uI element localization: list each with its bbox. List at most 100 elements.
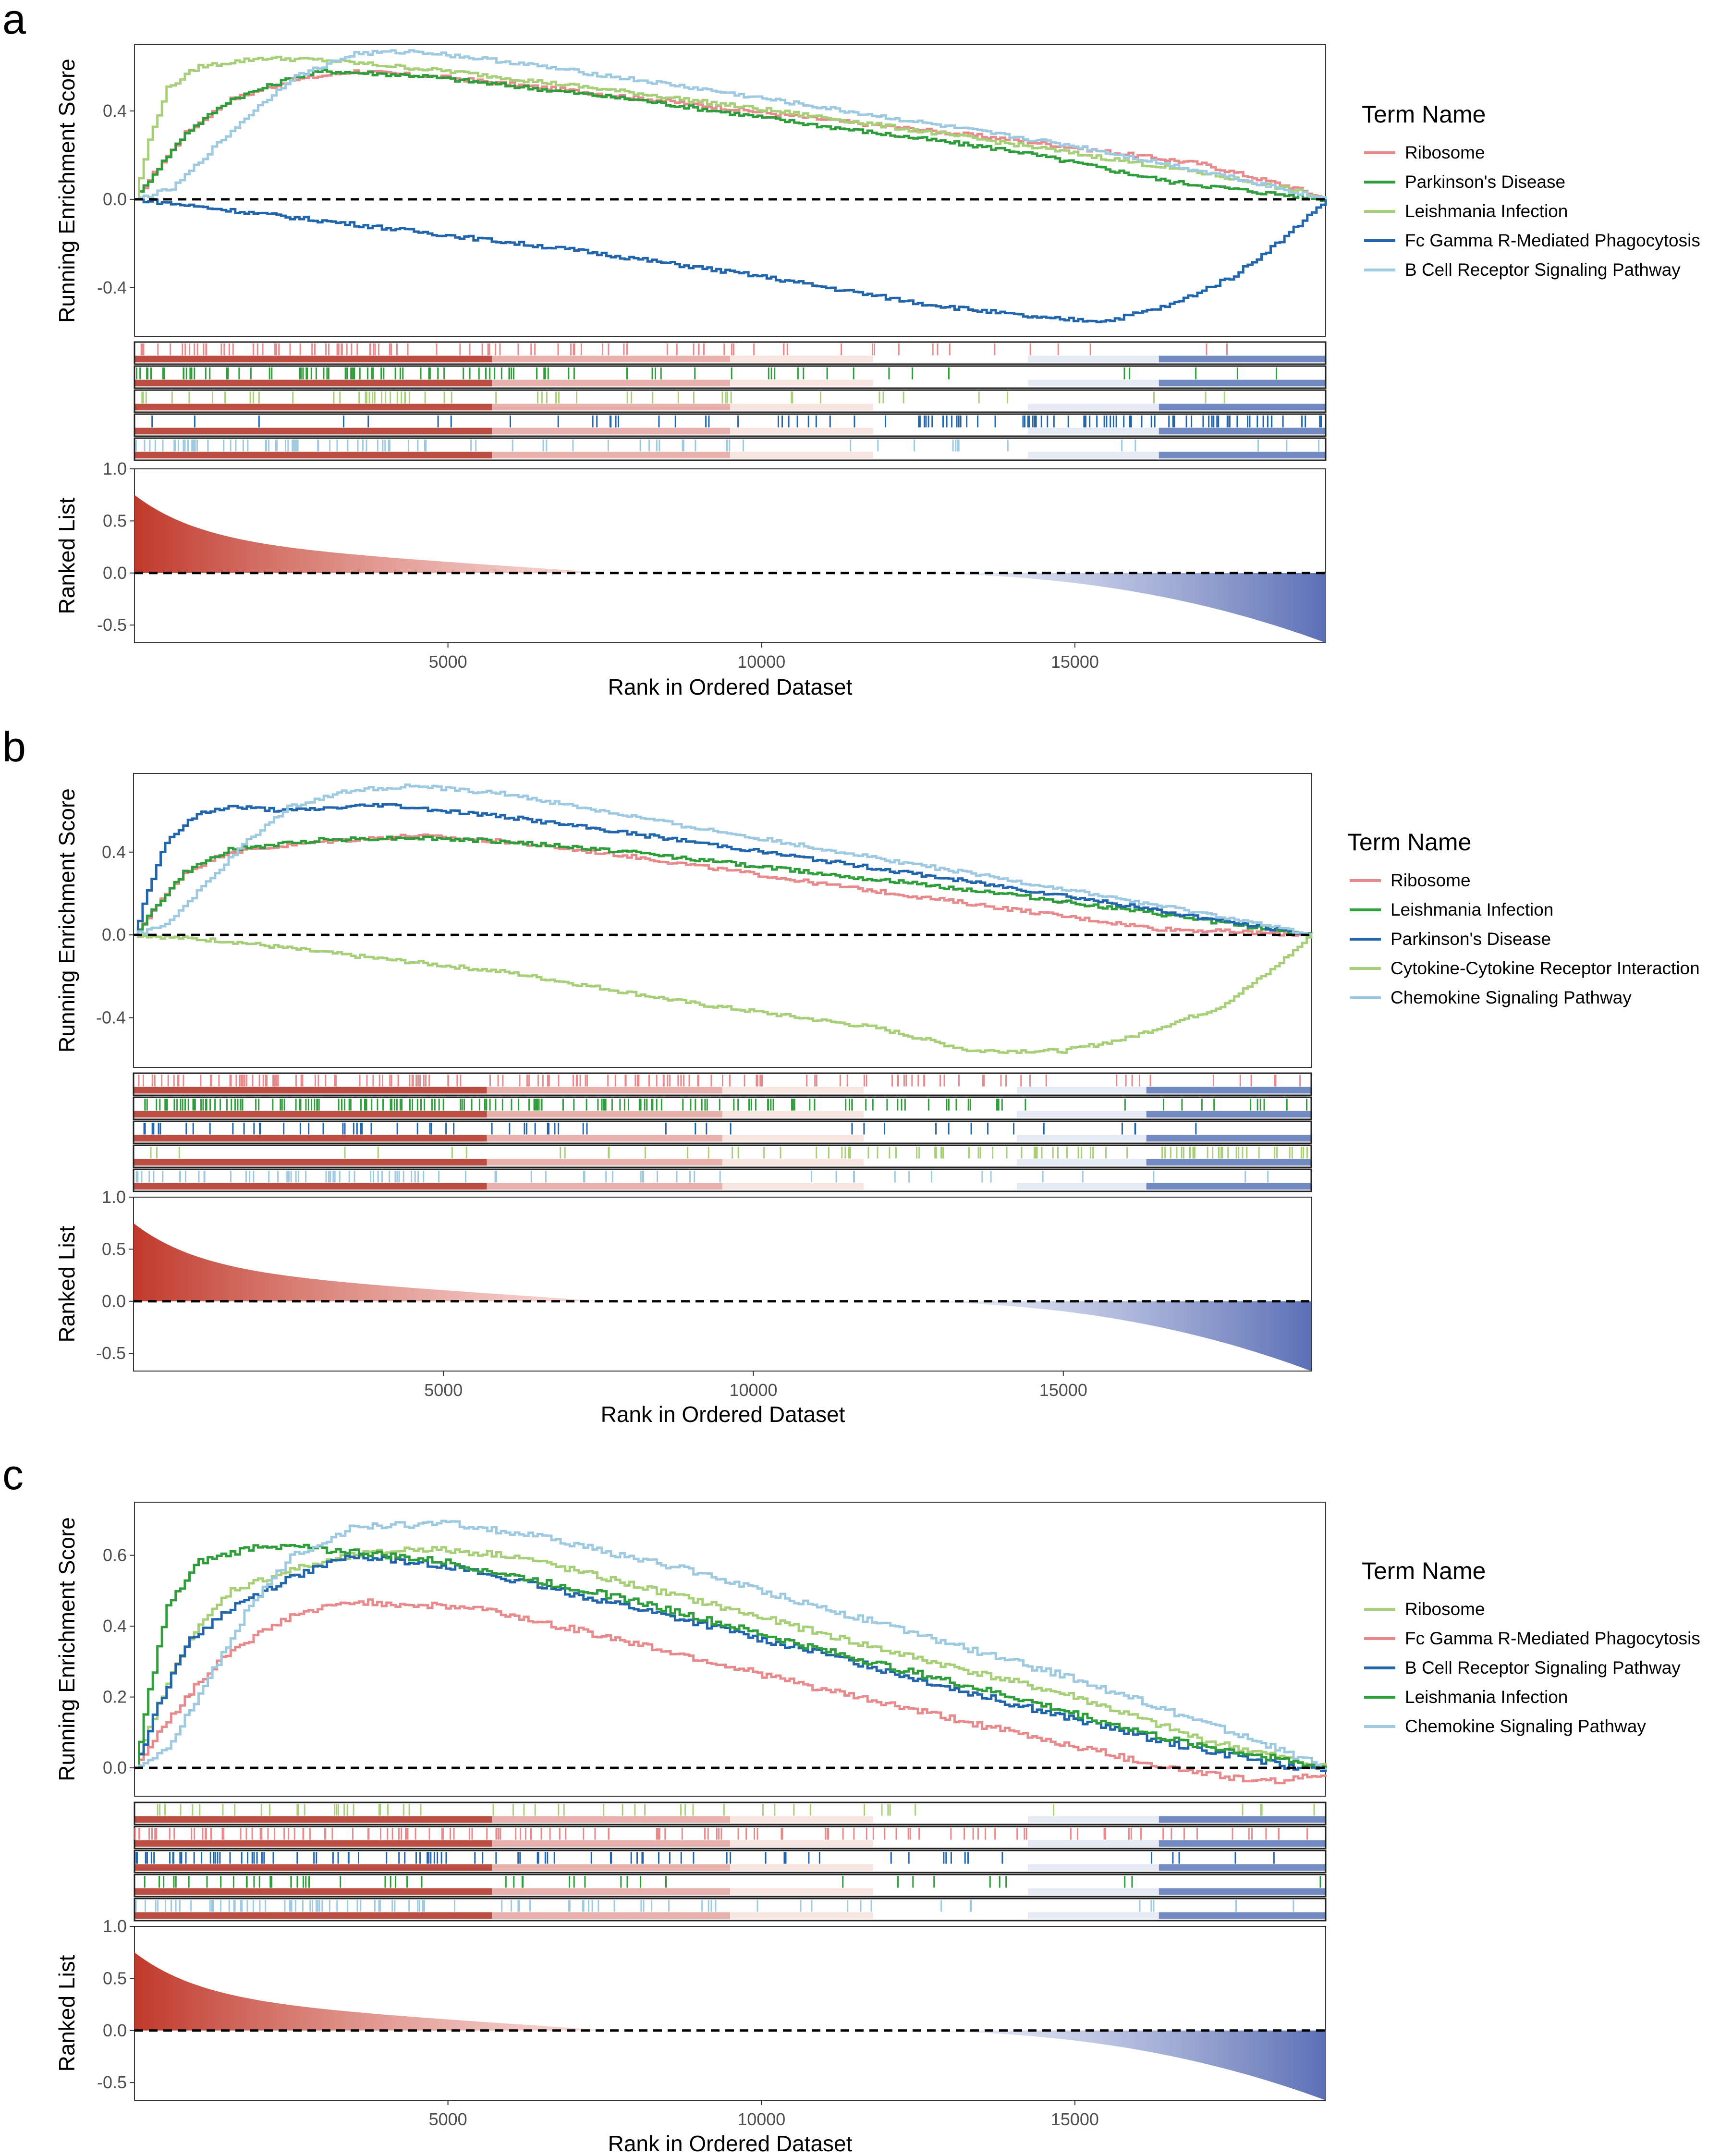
heat-band	[492, 1816, 730, 1823]
x-tick-label: 5000	[424, 1380, 463, 1400]
legend-label: Parkinson's Disease	[1391, 929, 1551, 949]
series-line	[134, 1519, 1327, 1770]
ranked-list-panel: 1.0 0.5 0.0 -0.5 5000 10000 15000	[97, 1916, 1326, 2129]
hits-panel	[133, 1072, 1312, 1192]
heat-band	[730, 1840, 873, 1847]
heat-band	[134, 380, 492, 387]
heat-band	[1028, 1840, 1159, 1847]
heat-band	[134, 1888, 492, 1895]
heat-band	[1146, 1111, 1311, 1118]
ranked-metric-area	[134, 1952, 1326, 2100]
y-axis-title: Running Enrichment Score	[54, 59, 79, 323]
hit-row-frame	[134, 437, 1327, 461]
series-line	[134, 803, 1313, 936]
hit-row-frame	[133, 1096, 1312, 1120]
ranked-metric-area	[134, 495, 1326, 643]
heat-band	[492, 452, 730, 459]
legend-title: Term Name	[1362, 101, 1486, 128]
heat-band	[492, 380, 730, 387]
series-line	[134, 783, 1313, 936]
heat-band	[1028, 428, 1159, 435]
x-tick-label: 10000	[737, 2109, 785, 2129]
heat-band	[730, 1816, 873, 1823]
hit-row-frame	[133, 1072, 1312, 1096]
y-tick-label: 0.2	[103, 1687, 127, 1707]
heat-band	[1028, 355, 1159, 363]
y-tick-label: 0.0	[103, 563, 127, 583]
x-axis-title: Rank in Ordered Dataset	[601, 1402, 845, 1427]
heat-band	[134, 428, 492, 435]
heat-band	[134, 1159, 487, 1166]
heat-band	[1159, 1840, 1326, 1847]
heat-band	[1017, 1135, 1147, 1142]
heat-band	[1146, 1183, 1311, 1190]
y-tick-label: 0.4	[103, 1616, 127, 1636]
hits-panel	[134, 341, 1327, 461]
heat-band	[1159, 404, 1326, 411]
heat-band	[134, 452, 492, 459]
heat-band	[134, 1840, 492, 1847]
heat-band	[492, 404, 730, 411]
y-axis-title: Running Enrichment Score	[54, 788, 79, 1053]
series-line	[134, 1544, 1327, 1769]
x-tick-label: 10000	[729, 1380, 777, 1400]
x-tick-label: 10000	[737, 652, 785, 672]
y-tick-label: 0.4	[103, 101, 127, 121]
heat-band	[1028, 452, 1159, 459]
hit-row-frame	[134, 389, 1327, 413]
panel-letter: a	[2, 0, 26, 43]
legend-label: Leishmania Infection	[1405, 201, 1568, 221]
heat-band	[1159, 1912, 1326, 1919]
heat-band	[1028, 1888, 1159, 1895]
heat-band	[134, 1864, 492, 1871]
y-tick-label: 1.0	[102, 1187, 126, 1207]
series-line	[134, 49, 1327, 201]
legend-title: Term Name	[1347, 829, 1471, 856]
heat-band	[492, 1912, 730, 1919]
y-tick-label: -0.4	[96, 1008, 126, 1028]
heat-band	[1017, 1111, 1147, 1118]
heat-band	[487, 1111, 722, 1118]
legend-label: Chemokine Signaling Pathway	[1391, 988, 1632, 1007]
legend: Term Name Ribosome Fc Gamma R-Mediated Pha…	[1362, 1557, 1700, 1736]
y-tick-label: -0.5	[97, 615, 127, 635]
heat-band	[1146, 1159, 1311, 1166]
heat-band	[1028, 404, 1159, 411]
running-es-panel: 0.6 0.4 0.2 0.0	[103, 1502, 1327, 1797]
plot-frame	[133, 773, 1312, 1068]
x-tick-label: 5000	[429, 2109, 467, 2129]
hits-panel	[134, 1801, 1327, 1922]
rank-axis-title: Ranked List	[54, 1225, 79, 1342]
plot-frame	[134, 44, 1326, 337]
heat-band	[492, 1840, 730, 1847]
heat-band	[722, 1135, 864, 1142]
hit-row-frame	[133, 1144, 1312, 1168]
ranked-list-panel: 1.0 0.5 0.0 -0.5 5000 10000 15000	[97, 459, 1326, 672]
y-tick-label: 0.0	[103, 1758, 127, 1777]
ranked-list-panel: 1.0 0.5 0.0 -0.5 5000 10000 15000	[96, 1187, 1312, 1400]
heat-band	[134, 1111, 487, 1118]
heat-band	[487, 1135, 722, 1142]
y-tick-label: 0.0	[102, 1291, 126, 1311]
series-line	[134, 833, 1313, 937]
heat-band	[134, 1816, 492, 1823]
heat-band	[134, 355, 492, 363]
legend-label: Ribosome	[1405, 1599, 1485, 1619]
hit-row-frame	[134, 1801, 1327, 1825]
series-line	[134, 933, 1313, 1054]
series-line	[134, 198, 1327, 323]
heat-band	[1159, 355, 1326, 363]
legend-label: Cytokine-Cytokine Receptor Interaction	[1391, 958, 1700, 978]
ranked-metric-area	[134, 1223, 1311, 1371]
x-tick-label: 15000	[1039, 1380, 1087, 1400]
heat-band	[1017, 1159, 1147, 1166]
panel-b: b 0.4 0.0 -0.4 1.0 0.5 0.0 -0.5 5000 10000 15000…	[2, 723, 1700, 1427]
panel-c: c 0.6 0.4 0.2 0.0 1.0 0.5 0.0 -0.5 5000 10000 150…	[2, 1451, 1700, 2156]
heat-band	[730, 380, 873, 387]
heat-band	[730, 1912, 873, 1919]
hit-row-frame	[133, 1168, 1312, 1192]
y-tick-label: 0.0	[103, 2021, 127, 2040]
running-es-panel: 0.4 0.0 -0.4	[96, 773, 1313, 1068]
hit-row-frame	[134, 413, 1327, 437]
